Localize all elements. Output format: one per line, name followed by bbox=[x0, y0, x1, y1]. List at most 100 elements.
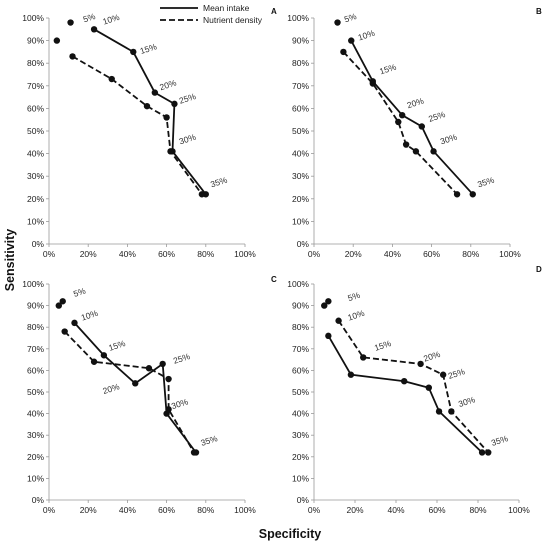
x-axis-title: Specificity bbox=[259, 527, 322, 541]
data-point-nutrient-density bbox=[402, 141, 410, 148]
data-point-mean-intake bbox=[348, 37, 355, 44]
data-point-extra bbox=[334, 19, 341, 26]
data-point-extra bbox=[55, 302, 62, 309]
x-tick-label: 80% bbox=[197, 505, 214, 515]
x-tick-label: 80% bbox=[462, 249, 479, 259]
data-point-nutrient-density bbox=[165, 375, 172, 383]
series-line-nutrient-density bbox=[72, 55, 203, 195]
x-tick-label: 20% bbox=[80, 249, 97, 259]
y-tick-label: 10% bbox=[27, 473, 44, 483]
x-tick-label: 100% bbox=[234, 249, 256, 259]
data-point-extra bbox=[325, 298, 332, 305]
y-tick-label: 30% bbox=[292, 171, 309, 181]
y-tick-label: 0% bbox=[32, 495, 45, 505]
y-tick-label: 100% bbox=[287, 13, 309, 23]
y-tick-label: 50% bbox=[27, 387, 44, 397]
y-tick-label: 20% bbox=[292, 452, 309, 462]
y-tick-label: 20% bbox=[27, 194, 44, 204]
data-point-nutrient-density bbox=[448, 408, 455, 415]
x-tick-label: 60% bbox=[423, 249, 440, 259]
series-line-mean-intake bbox=[93, 28, 207, 195]
y-tick-label: 80% bbox=[27, 322, 44, 332]
data-point-nutrient-density bbox=[108, 75, 115, 83]
x-tick-label: 0% bbox=[308, 249, 321, 259]
x-tick-label: 0% bbox=[43, 505, 56, 515]
y-tick-label: 90% bbox=[27, 301, 44, 311]
y-tick-label: 80% bbox=[292, 322, 309, 332]
y-tick-label: 10% bbox=[27, 216, 44, 226]
data-point-mean-intake bbox=[151, 89, 159, 96]
y-tick-label: 70% bbox=[27, 81, 44, 91]
x-tick-label: 100% bbox=[508, 505, 530, 515]
x-tick-label: 0% bbox=[43, 249, 56, 259]
x-tick-label: 100% bbox=[234, 505, 256, 515]
series-line-nutrient-density bbox=[64, 330, 195, 453]
data-point-mean-intake bbox=[347, 371, 355, 378]
data-point-mean-intake bbox=[399, 111, 406, 119]
y-tick-label: 70% bbox=[292, 344, 309, 354]
series-line-mean-intake bbox=[327, 335, 483, 454]
data-point-mean-intake bbox=[469, 191, 476, 198]
x-tick-label: 80% bbox=[469, 505, 486, 515]
data-point-mean-intake bbox=[325, 332, 332, 340]
data-point-mean-intake bbox=[130, 48, 137, 56]
y-tick-label: 50% bbox=[292, 387, 309, 397]
data-point-nutrient-density bbox=[485, 449, 492, 456]
panel-letter: A bbox=[271, 7, 277, 16]
data-point-mean-intake bbox=[430, 148, 437, 155]
x-tick-label: 40% bbox=[384, 249, 401, 259]
y-axis-title: Sensitivity bbox=[3, 229, 17, 292]
data-point-nutrient-density bbox=[412, 148, 420, 155]
data-point-nutrient-density bbox=[163, 114, 170, 121]
series-line-mean-intake bbox=[73, 322, 197, 454]
y-tick-label: 80% bbox=[27, 58, 44, 68]
data-point-nutrient-density bbox=[198, 191, 206, 198]
panel-letter: B bbox=[536, 7, 542, 16]
y-tick-label: 60% bbox=[292, 103, 309, 113]
cutoff-label: 5% bbox=[343, 11, 358, 24]
y-tick-label: 90% bbox=[292, 301, 309, 311]
data-point-mean-intake bbox=[435, 408, 443, 415]
data-point-nutrient-density bbox=[340, 48, 347, 56]
legend-label-mean-intake: Mean intake bbox=[203, 3, 250, 13]
y-tick-label: 80% bbox=[292, 58, 309, 68]
data-point-extra bbox=[59, 298, 66, 305]
x-tick-label: 20% bbox=[345, 249, 362, 259]
y-tick-label: 90% bbox=[292, 36, 309, 46]
cutoff-label: 5% bbox=[72, 285, 87, 298]
x-tick-label: 60% bbox=[158, 249, 175, 259]
data-point-mean-intake bbox=[159, 360, 166, 368]
x-tick-label: 20% bbox=[80, 505, 97, 515]
x-tick-label: 20% bbox=[346, 505, 363, 515]
data-point-nutrient-density bbox=[453, 191, 461, 198]
data-point-nutrient-density bbox=[167, 148, 174, 155]
y-tick-label: 40% bbox=[292, 409, 309, 419]
y-tick-label: 30% bbox=[27, 430, 44, 440]
data-point-mean-intake bbox=[171, 100, 178, 108]
x-tick-label: 60% bbox=[158, 505, 175, 515]
data-point-nutrient-density bbox=[417, 360, 424, 368]
y-tick-label: 50% bbox=[292, 126, 309, 136]
cutoff-label: 5% bbox=[346, 290, 361, 303]
data-point-nutrient-density bbox=[145, 365, 153, 372]
y-tick-label: 70% bbox=[27, 344, 44, 354]
x-tick-label: 40% bbox=[119, 249, 136, 259]
y-tick-label: 0% bbox=[32, 239, 45, 249]
y-tick-label: 90% bbox=[27, 36, 44, 46]
x-tick-label: 40% bbox=[387, 505, 404, 515]
series-line-mean-intake bbox=[350, 40, 474, 195]
y-tick-label: 0% bbox=[297, 239, 310, 249]
data-point-nutrient-density bbox=[395, 118, 402, 126]
data-point-mean-intake bbox=[71, 319, 78, 327]
x-tick-label: 80% bbox=[197, 249, 214, 259]
y-tick-label: 10% bbox=[292, 473, 309, 483]
y-tick-label: 70% bbox=[292, 81, 309, 91]
y-tick-label: 40% bbox=[292, 149, 309, 159]
y-tick-label: 20% bbox=[292, 194, 309, 204]
y-tick-label: 60% bbox=[292, 365, 309, 375]
data-point-nutrient-density bbox=[360, 354, 367, 361]
data-point-mean-intake bbox=[90, 26, 98, 33]
y-tick-label: 60% bbox=[27, 365, 44, 375]
